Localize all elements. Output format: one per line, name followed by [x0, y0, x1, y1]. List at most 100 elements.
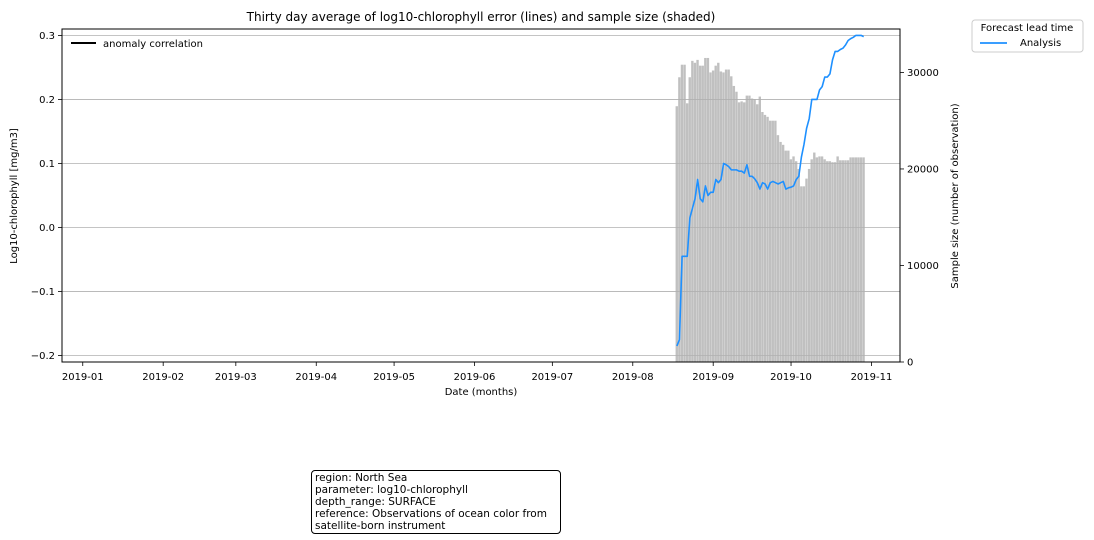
- y2-tick-label: 30000: [907, 68, 939, 79]
- y-tick-label: 0.3: [39, 31, 55, 42]
- x-tick-label: 2019-01: [62, 372, 104, 383]
- sample-size-bar: [771, 120, 774, 362]
- sample-size-bar: [787, 150, 790, 362]
- sample-size-bar: [740, 101, 743, 362]
- sample-size-bar: [768, 120, 772, 362]
- sample-size-bar: [698, 65, 702, 363]
- sample-size-bar: [813, 152, 816, 362]
- sample-size-bar: [789, 159, 793, 362]
- sample-size-bar: [807, 168, 811, 362]
- sample-size-bar: [805, 178, 808, 362]
- x-tick-label: 2019-03: [215, 372, 257, 383]
- legend-label-analysis: Analysis: [1020, 38, 1061, 49]
- sample-size-bar: [836, 156, 839, 362]
- sample-size-bar: [776, 135, 780, 362]
- x-tick-label: 2019-06: [454, 372, 496, 383]
- y-axis-right-label: Sample size (number of observation): [950, 103, 961, 288]
- sample-size-bar: [750, 98, 754, 362]
- sample-size-bar: [727, 69, 730, 362]
- sample-size-bar: [748, 95, 751, 362]
- y-tick-label: −0.1: [31, 287, 55, 298]
- legend-title: Forecast lead time: [981, 23, 1074, 34]
- sample-size-bar: [743, 102, 746, 363]
- y-tick-label: 0.0: [39, 223, 55, 234]
- x-tick-label: 2019-09: [692, 372, 734, 383]
- sample-size-bar: [724, 69, 728, 362]
- sample-size-bar: [774, 120, 777, 362]
- plot-frame: [61, 28, 901, 363]
- sample-size-bar: [859, 157, 863, 362]
- sample-size-bar: [766, 116, 769, 362]
- sample-size-bar: [709, 72, 712, 363]
- sample-size-bar: [802, 186, 806, 362]
- sample-size-bar: [831, 162, 834, 362]
- sample-size-bar: [792, 156, 795, 362]
- x-tick-label: 2019-11: [851, 372, 893, 383]
- sample-size-bar: [854, 157, 857, 362]
- sample-size-bar: [735, 91, 738, 363]
- y2-tick-label: 0: [907, 358, 913, 369]
- y-tick-label: 0.1: [39, 159, 55, 170]
- sample-size-bar: [784, 150, 787, 362]
- x-tick-label: 2019-04: [295, 372, 337, 383]
- sample-size-bar: [753, 99, 756, 363]
- sample-size-bar: [852, 157, 855, 362]
- sample-size-bar: [763, 114, 767, 363]
- inner-legend: anomaly correlation: [71, 39, 203, 50]
- sample-size-bar: [732, 85, 736, 362]
- y-tick-label: 0.2: [39, 95, 55, 106]
- chart-title: Thirty day average of log10-chlorophyll …: [246, 10, 716, 24]
- sample-size-bar: [758, 96, 761, 362]
- sample-size-bar: [818, 156, 821, 362]
- sample-size-bar: [833, 162, 837, 362]
- sample-size-bar: [794, 161, 798, 362]
- legend: Forecast lead time Analysis: [971, 19, 1084, 53]
- sample-size-bar: [722, 72, 725, 363]
- x-axis: 2019-01 2019-02 2019-03 2019-04 2019-05 2019-…: [62, 362, 893, 383]
- sample-size-bar: [717, 62, 720, 362]
- y2-tick-label: 20000: [907, 164, 939, 175]
- sample-size-bar: [828, 161, 832, 362]
- y-axis-label: Log10-chlorophyll [mg/m3]: [9, 128, 20, 264]
- sample-size-bar: [719, 71, 723, 362]
- gridlines: [62, 35, 900, 356]
- x-tick-label: 2019-10: [770, 372, 812, 383]
- info-reference: reference: Observations of ocean color f…: [315, 508, 547, 532]
- sample-size-bar: [797, 168, 800, 362]
- sample-size-bar: [683, 64, 686, 363]
- info-depth-range: depth_range: SURFACE: [315, 496, 436, 508]
- sample-size-bar: [685, 103, 689, 362]
- sample-size-bar: [839, 160, 842, 362]
- legend-frame: [971, 19, 1084, 53]
- sample-size-bar: [701, 65, 704, 363]
- x-tick-label: 2019-02: [142, 372, 184, 383]
- sample-size-bar: [678, 77, 681, 362]
- y-axis-left: 0.3 0.2 0.1 0.0 −0.1 −0.2: [31, 31, 62, 362]
- x-tick-label: 2019-07: [531, 372, 573, 383]
- sample-size-bar: [756, 104, 759, 362]
- y2-tick-label: 10000: [907, 261, 939, 272]
- sample-size-bar: [730, 76, 733, 363]
- y-tick-label: −0.2: [31, 351, 55, 362]
- series-line-analysis: [676, 34, 865, 347]
- info-parameter: parameter: log10-chlorophyll: [315, 484, 468, 496]
- sample-size-bar: [823, 159, 826, 362]
- sample-size-bar: [696, 59, 699, 362]
- x-tick-label: 2019-05: [373, 372, 415, 383]
- sample-size-bars: [675, 57, 865, 363]
- y-axis-right: 0 10000 20000 30000: [900, 68, 939, 369]
- x-tick-label: 2019-08: [612, 372, 654, 383]
- info-box: region: North Sea parameter: log10-chlor…: [311, 470, 561, 534]
- inner-legend-label: anomaly correlation: [103, 39, 203, 50]
- sample-size-bar: [704, 57, 707, 363]
- sample-size-bar: [737, 102, 741, 363]
- sample-size-bar: [844, 160, 847, 362]
- sample-size-bar: [826, 161, 829, 362]
- sample-size-bar: [841, 160, 845, 362]
- sample-size-bar: [779, 141, 782, 362]
- info-region: region: North Sea: [315, 472, 408, 484]
- sample-size-bar: [714, 65, 717, 363]
- sample-size-bar: [706, 57, 710, 363]
- sample-size-bar: [849, 157, 852, 362]
